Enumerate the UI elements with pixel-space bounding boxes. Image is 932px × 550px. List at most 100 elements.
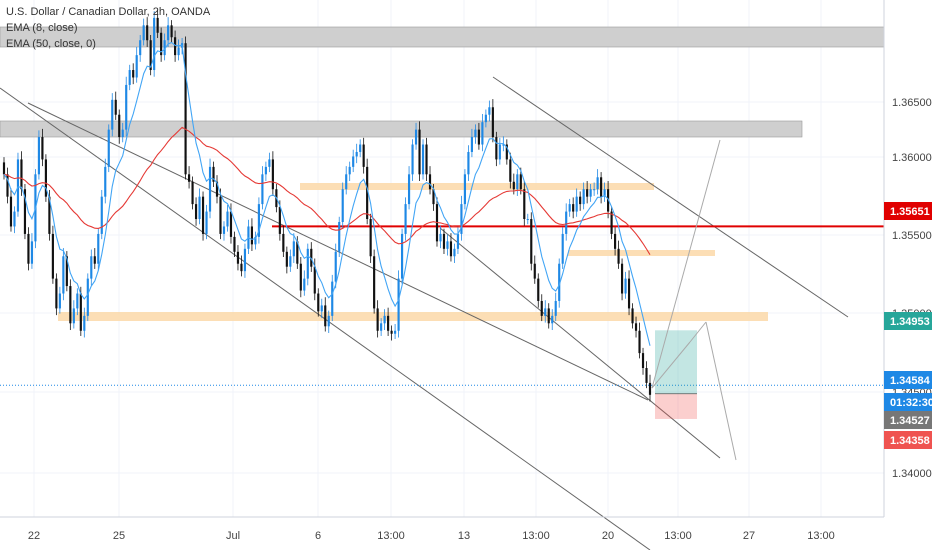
candle-body <box>174 37 177 56</box>
candle-body <box>243 248 247 272</box>
candle-body <box>502 144 505 146</box>
candle-body <box>48 196 51 234</box>
symbol-title[interactable]: U.S. Dollar / Canadian Dollar, 2h, OANDA <box>6 6 211 18</box>
candle-body <box>23 189 27 234</box>
candle-body <box>41 137 44 160</box>
candle-body <box>338 221 341 252</box>
candle-body <box>72 308 75 324</box>
candle-body <box>100 196 103 234</box>
candle-body <box>575 196 578 212</box>
time-tick-label: 27 <box>743 530 755 542</box>
candle-body <box>509 159 512 182</box>
candle-body <box>530 219 533 264</box>
candle-body <box>90 256 93 279</box>
candle-body <box>37 137 41 175</box>
price-tag <box>884 393 932 411</box>
candle-body <box>551 315 554 324</box>
projection-path <box>689 321 707 343</box>
candle-body <box>411 144 414 175</box>
chart-legend: U.S. Dollar / Canadian Dollar, 2h, OANDA… <box>6 4 210 52</box>
candle-body <box>125 84 128 130</box>
candle-body <box>278 207 281 234</box>
candle-body <box>79 293 82 331</box>
stop-zone <box>655 393 697 419</box>
candle-body <box>261 174 264 205</box>
candle-body <box>289 256 292 267</box>
candle-body <box>627 278 631 309</box>
candle-body <box>250 226 254 245</box>
candle-body <box>407 174 411 205</box>
price-tag <box>884 411 932 429</box>
trend-channel-line <box>439 227 721 459</box>
candle-body <box>446 241 449 249</box>
supply-zone-right <box>568 250 715 256</box>
ema50-line <box>3 126 651 255</box>
candle-body <box>51 233 54 279</box>
candle-body <box>491 107 494 138</box>
candle-body <box>44 159 47 197</box>
target-zone <box>655 330 697 394</box>
candle-body <box>296 241 299 264</box>
candle-body <box>184 43 187 175</box>
candle-body <box>418 129 421 175</box>
candle-body <box>369 219 372 257</box>
candle-body <box>97 233 100 264</box>
candle-body <box>442 233 446 249</box>
candle-body <box>352 156 355 167</box>
candle-body <box>55 278 58 309</box>
candle-body <box>394 330 397 334</box>
candle-body <box>467 151 470 175</box>
price-tag-label: 1.34953 <box>890 316 930 328</box>
candle-body <box>327 315 330 327</box>
candle-body <box>299 263 302 291</box>
candle-body <box>69 286 72 324</box>
candle-body <box>271 159 274 190</box>
candle-body <box>428 174 432 190</box>
price-tick-label: 1.36000 <box>892 152 932 164</box>
price-tag <box>884 202 932 220</box>
candle-body <box>313 266 316 294</box>
candle-body <box>634 323 638 331</box>
candle-body <box>27 233 30 264</box>
candle-body <box>631 308 634 324</box>
candle-body <box>170 25 173 38</box>
time-tick-label: 25 <box>113 530 125 542</box>
candle-body <box>240 263 243 272</box>
price-tag-label: 1.35651 <box>890 206 930 218</box>
candle-body <box>233 236 236 252</box>
candle-body <box>474 129 477 138</box>
candle-body <box>128 70 131 85</box>
candle-body <box>516 174 519 190</box>
candle-body <box>187 174 191 182</box>
candle-body <box>317 293 320 312</box>
candle-body <box>477 129 480 145</box>
candle-body <box>306 248 309 279</box>
price-tag <box>884 431 932 449</box>
candle-body <box>586 189 589 197</box>
candle-body <box>285 251 288 267</box>
time-tick-label: 20 <box>602 530 614 542</box>
candle-body <box>324 305 327 327</box>
time-tick-label: 13:00 <box>377 530 405 542</box>
candle-body <box>498 144 501 160</box>
candle-body <box>205 211 208 234</box>
candle-body <box>198 196 201 220</box>
indicator-ema50[interactable]: EMA (50, close, 0) <box>6 38 96 50</box>
candle-body <box>355 151 358 157</box>
indicator-ema8[interactable]: EMA (8, close) <box>6 22 78 34</box>
candle-body <box>135 55 138 78</box>
candle-body <box>565 211 568 234</box>
candle-body <box>149 40 152 71</box>
candle-body <box>359 144 362 152</box>
candle-body <box>83 315 86 331</box>
candle-body <box>341 189 344 222</box>
candle-body <box>526 219 529 221</box>
candle-body <box>373 256 376 309</box>
candle-body <box>624 278 627 294</box>
price-tick-label: 1.36500 <box>892 97 932 109</box>
candle-body <box>156 17 159 33</box>
support-zone <box>58 312 768 321</box>
projection-path <box>705 321 737 461</box>
time-tick-label: 13:00 <box>664 530 692 542</box>
